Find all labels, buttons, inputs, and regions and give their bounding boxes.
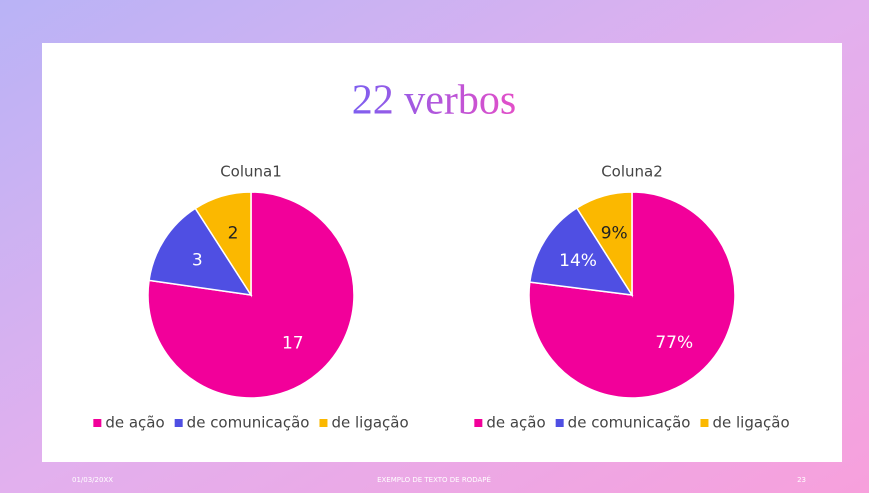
legend-label: de comunicação <box>568 414 691 432</box>
legend-label: de ligação <box>331 414 408 432</box>
legend-label: de ação <box>105 414 164 432</box>
legend-swatch <box>93 419 102 427</box>
legend-label: de ligação <box>712 414 789 432</box>
slide-title: 22 verbos <box>352 78 516 124</box>
data-label: 2 <box>228 224 239 244</box>
pie-slice <box>147 191 355 399</box>
chart-title: Coluna1 <box>220 163 282 181</box>
legend-swatch <box>555 419 564 427</box>
legend-label: de comunicação <box>187 414 310 432</box>
legend-swatch <box>700 419 709 427</box>
pie-slice <box>194 191 252 298</box>
footer-date: 01/03/20XX <box>72 476 113 484</box>
data-label: 3 <box>192 250 203 270</box>
footer-text: EXEMPLO DE TEXTO DE RODAPÉ <box>377 475 491 484</box>
pie-slice <box>528 206 634 296</box>
legend-label: de ação <box>486 414 545 432</box>
legend-swatch <box>174 419 183 427</box>
legend-swatch <box>319 419 328 427</box>
pie-slice <box>148 207 253 296</box>
footer-page: 23 <box>797 476 806 484</box>
data-label: 17 <box>282 333 304 353</box>
chart-title: Coluna2 <box>601 163 663 181</box>
data-label: 14% <box>559 251 597 271</box>
pie-slice <box>575 191 633 298</box>
legend-swatch <box>474 419 483 427</box>
data-label: 9% <box>601 224 628 244</box>
data-label: 77% <box>655 333 693 353</box>
